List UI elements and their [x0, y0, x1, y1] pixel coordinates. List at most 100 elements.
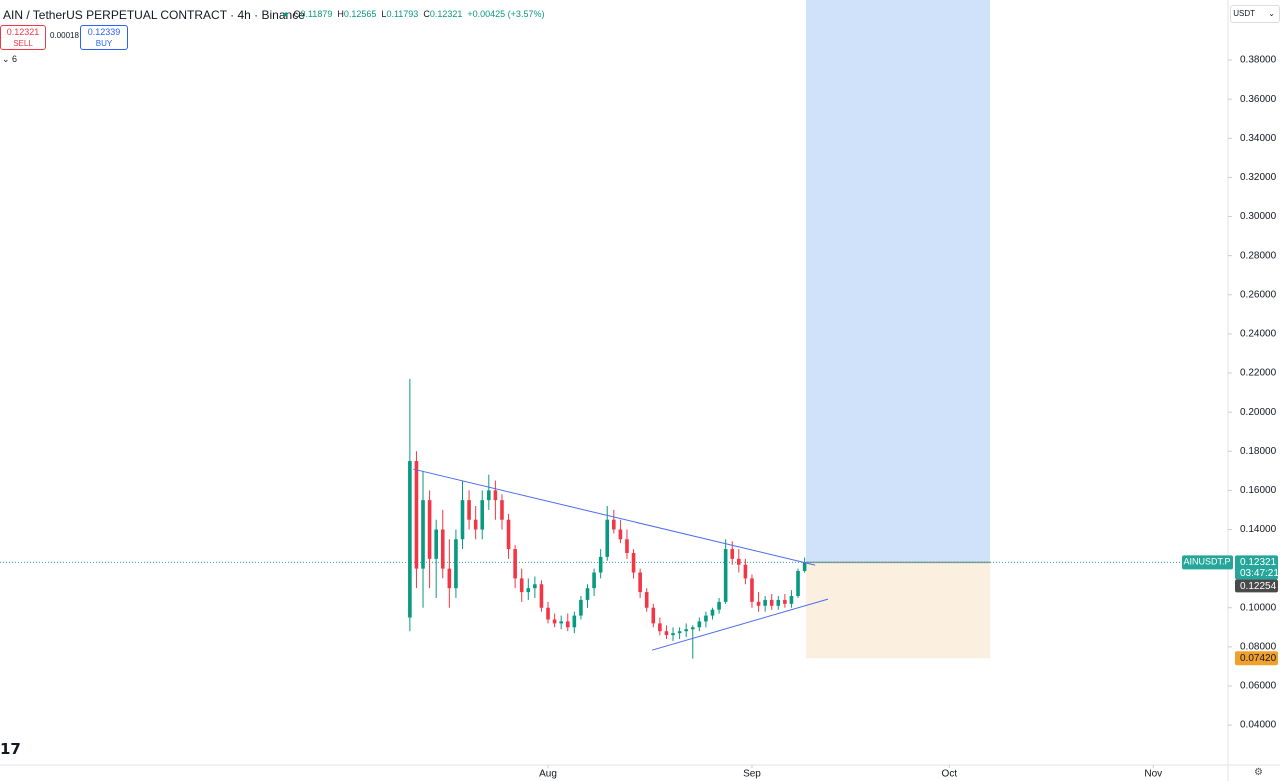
- candle-body: [769, 599, 774, 606]
- settings-icon[interactable]: ⚙: [1254, 767, 1263, 778]
- trendline: [651, 598, 829, 651]
- candle-body: [434, 529, 438, 559]
- candle-body: [440, 529, 445, 569]
- h-label: H: [337, 9, 344, 19]
- candle-body: [717, 601, 721, 610]
- candle-body: [539, 584, 544, 608]
- indicators-toggle[interactable]: ⌄ 6: [2, 54, 18, 64]
- candle-body: [506, 519, 511, 550]
- x-tick-label: Sep: [743, 769, 761, 780]
- candle-body: [612, 519, 616, 530]
- candle-body: [763, 599, 767, 606]
- c-value: 0.12321: [429, 9, 463, 19]
- candle-body: [690, 627, 695, 630]
- candle-body: [704, 615, 708, 622]
- candle-body: [756, 601, 761, 606]
- h-value: 0.12565: [343, 9, 377, 19]
- candle-body: [526, 588, 531, 593]
- y-tick-label: 0.08000: [1240, 641, 1277, 652]
- ohlc-legend: ● O0.11879 H0.12565 L0.11793 C0.12321 +0…: [283, 9, 545, 19]
- candle-body: [802, 562, 807, 571]
- sell-button[interactable]: 0.12321 SELL: [0, 25, 46, 50]
- y-tick-label: 0.34000: [1240, 133, 1277, 144]
- buy-price: 0.12339: [87, 27, 121, 37]
- candle-body: [671, 633, 675, 636]
- candle-body: [592, 572, 596, 589]
- candle-body: [421, 500, 425, 569]
- y-tick-label: 0.32000: [1240, 172, 1277, 183]
- candle-body: [737, 558, 741, 565]
- last-price-text: 0.12321: [1240, 557, 1277, 568]
- candle-body: [513, 549, 517, 579]
- y-tick-label: 0.26000: [1240, 289, 1277, 300]
- symbol-title: AIN / TetherUS PERPETUAL CONTRACT · 4h ·…: [3, 8, 305, 22]
- y-tick-label: 0.06000: [1240, 681, 1277, 692]
- c-label: C: [423, 9, 430, 19]
- candle-body: [730, 549, 735, 559]
- countdown-text: 03:47:21: [1240, 568, 1279, 579]
- last-price-tag: [1235, 555, 1278, 580]
- candle-body: [565, 621, 570, 628]
- stop-price-text: 0.07420: [1240, 653, 1277, 664]
- x-tick-label: Nov: [1144, 769, 1162, 780]
- y-tick-label: 0.16000: [1240, 485, 1277, 496]
- candle-body: [697, 621, 702, 628]
- other-price-tag: [1235, 579, 1278, 593]
- currency-select[interactable]: USDT ⌄: [1230, 5, 1280, 23]
- candle-body: [480, 500, 485, 530]
- candle-body: [750, 578, 754, 602]
- y-tick-label: 0.30000: [1240, 211, 1277, 222]
- candle-body: [427, 500, 432, 559]
- l-label: L: [381, 9, 387, 19]
- l-value: 0.11793: [386, 9, 419, 19]
- candle-body: [487, 490, 491, 501]
- candle-body: [783, 599, 787, 604]
- candle-body: [776, 599, 781, 606]
- candle-body: [546, 607, 550, 620]
- candle-body: [598, 556, 603, 573]
- candle-body: [447, 568, 452, 589]
- candle-body: [618, 529, 623, 540]
- candle-body: [414, 461, 419, 569]
- candle-body: [743, 564, 748, 579]
- x-tick-label: Oct: [942, 769, 958, 780]
- trendline: [413, 468, 816, 566]
- candle-body: [493, 490, 498, 501]
- stop-price-tag: [1235, 651, 1278, 666]
- y-tick-label: 0.14000: [1240, 524, 1277, 535]
- candle-body: [552, 619, 557, 624]
- y-tick-label: 0.38000: [1240, 55, 1277, 66]
- candle-body: [572, 615, 577, 628]
- candle-body: [408, 461, 412, 618]
- currency: USDT: [1233, 9, 1256, 18]
- buy-button[interactable]: 0.12339 BUY: [80, 25, 128, 50]
- y-tick-label: 0.22000: [1240, 368, 1277, 379]
- candle-body: [579, 599, 583, 616]
- candle-body: [677, 631, 682, 634]
- candle-body: [796, 570, 800, 596]
- y-tick-label: 0.28000: [1240, 250, 1277, 261]
- candle-body: [789, 595, 794, 604]
- candle-body: [454, 539, 458, 589]
- y-tick-label: 0.36000: [1240, 94, 1277, 105]
- candle-body: [585, 588, 590, 600]
- y-tick-label: 0.10000: [1240, 602, 1277, 613]
- o-label: O: [293, 9, 301, 19]
- logo[interactable]: 𝟭𝟳: [0, 741, 21, 758]
- x-tick-label: Aug: [539, 769, 557, 780]
- target-zone: [805, 0, 991, 563]
- candle-body: [559, 621, 563, 624]
- candle-body: [473, 519, 478, 530]
- spread: 0.00018: [50, 31, 79, 40]
- stop-zone: [805, 562, 991, 659]
- candle-body: [519, 578, 524, 593]
- y-tick-label: 0.04000: [1240, 720, 1277, 731]
- other-price-text: 0.12254: [1240, 581, 1277, 592]
- change: +0.00425 (+3.57%): [467, 9, 545, 19]
- candle-body: [658, 623, 662, 632]
- sell-price: 0.12321: [6, 27, 40, 37]
- candle-body: [500, 500, 504, 520]
- candle-body: [460, 500, 465, 540]
